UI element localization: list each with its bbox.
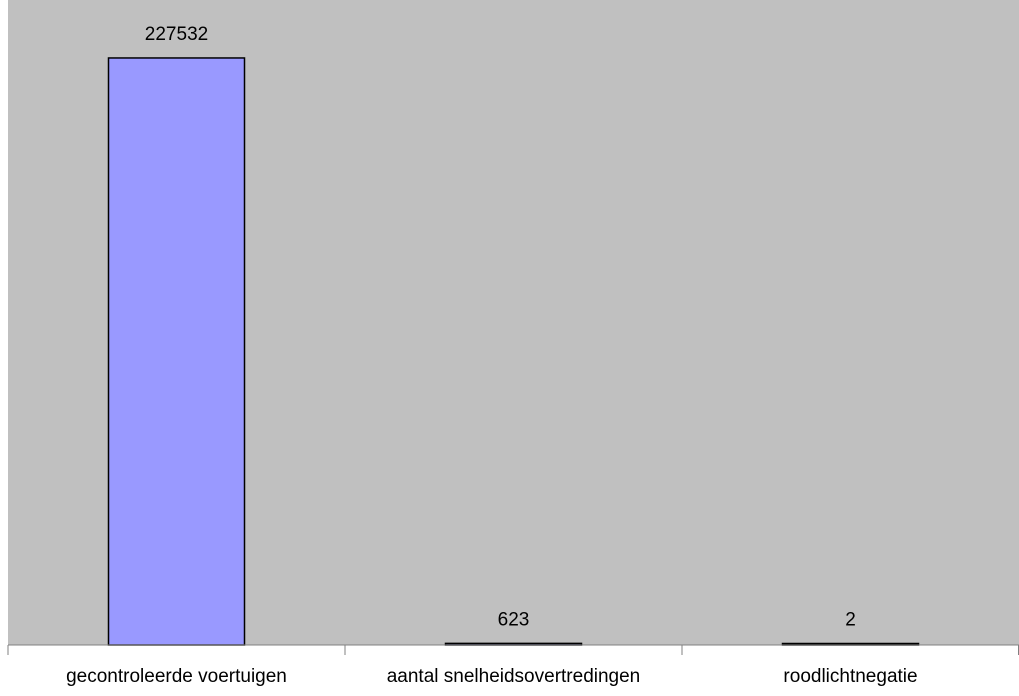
data-label-roodlichtnegatie: 2 bbox=[845, 610, 856, 631]
bars-layer bbox=[107, 57, 920, 646]
x-axis-tick-labels: gecontroleerde voertuigen aantal snelheid… bbox=[66, 666, 917, 687]
data-label-aantal-snelheidsovertredingen: 623 bbox=[498, 609, 530, 630]
bar-gecontroleerde-voertuigen bbox=[107, 57, 246, 646]
x-tick-label-roodlichtnegatie: roodlichtnegatie bbox=[783, 666, 917, 687]
value-labels-layer: 227532 623 2 bbox=[145, 24, 856, 631]
x-axis-ticks bbox=[7, 645, 1019, 655]
x-tick-label-aantal-snelheidsovertredingen: aantal snelheidsovertredingen bbox=[387, 666, 641, 687]
data-label-gecontroleerde-voertuigen: 227532 bbox=[145, 24, 208, 45]
x-tick-label-gecontroleerde-voertuigen: gecontroleerde voertuigen bbox=[66, 666, 287, 687]
